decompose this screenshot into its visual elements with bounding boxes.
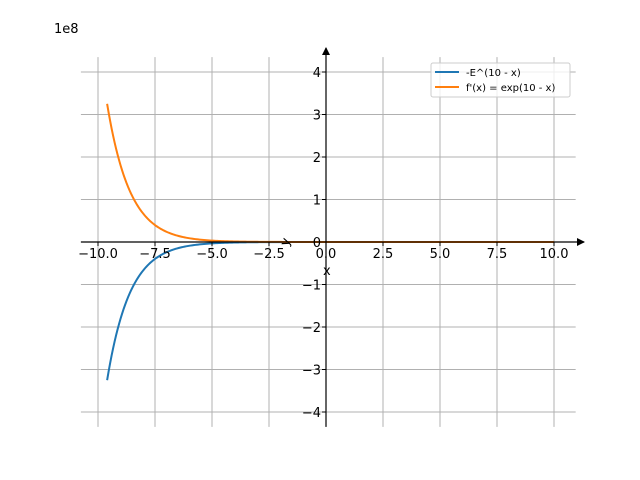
x-tick-label: 0.0 — [316, 247, 337, 262]
y-axis-arrow — [322, 47, 330, 55]
y-tick-label: −1 — [302, 279, 321, 294]
series-line-0 — [106, 241, 554, 381]
x-axis-arrow — [577, 238, 585, 246]
ticks: −10.0 −7.5 −5.0 −2.5 0.0 2.5 5.0 7.5 10.0 −4 −3 −2 −… — [78, 66, 568, 421]
y-scale-label: 1e8 — [54, 22, 79, 37]
y-tick-label: 4 — [313, 66, 321, 81]
y-tick-label: 1 — [313, 194, 321, 209]
x-tick-label: −5.0 — [196, 247, 228, 262]
legend: -E^(10 - x) f'(x) = exp(10 - x) — [430, 62, 571, 98]
y-tick-label: 3 — [313, 109, 321, 124]
y-tick-label: −2 — [302, 321, 321, 336]
series-line-1 — [106, 103, 554, 243]
x-tick-label: −7.5 — [139, 247, 171, 262]
y-tick-label: 0 — [313, 236, 321, 251]
x-tick-label: 7.5 — [487, 247, 508, 262]
legend-label-0: -E^(10 - x) — [466, 68, 521, 79]
axes — [80, 47, 585, 427]
x-tick-label: −2.5 — [253, 247, 285, 262]
x-tick-label: 5.0 — [430, 247, 451, 262]
y-tick-label: −3 — [302, 364, 321, 379]
x-tick-label: 10.0 — [540, 247, 569, 262]
y-tick-label: −4 — [302, 406, 321, 421]
x-tick-label: −10.0 — [78, 247, 118, 262]
x-tick-label: 2.5 — [373, 247, 394, 262]
legend-label-1: f'(x) = exp(10 - x) — [466, 83, 555, 94]
y-tick-label: 2 — [313, 151, 321, 166]
x-axis-label: x — [323, 264, 331, 279]
